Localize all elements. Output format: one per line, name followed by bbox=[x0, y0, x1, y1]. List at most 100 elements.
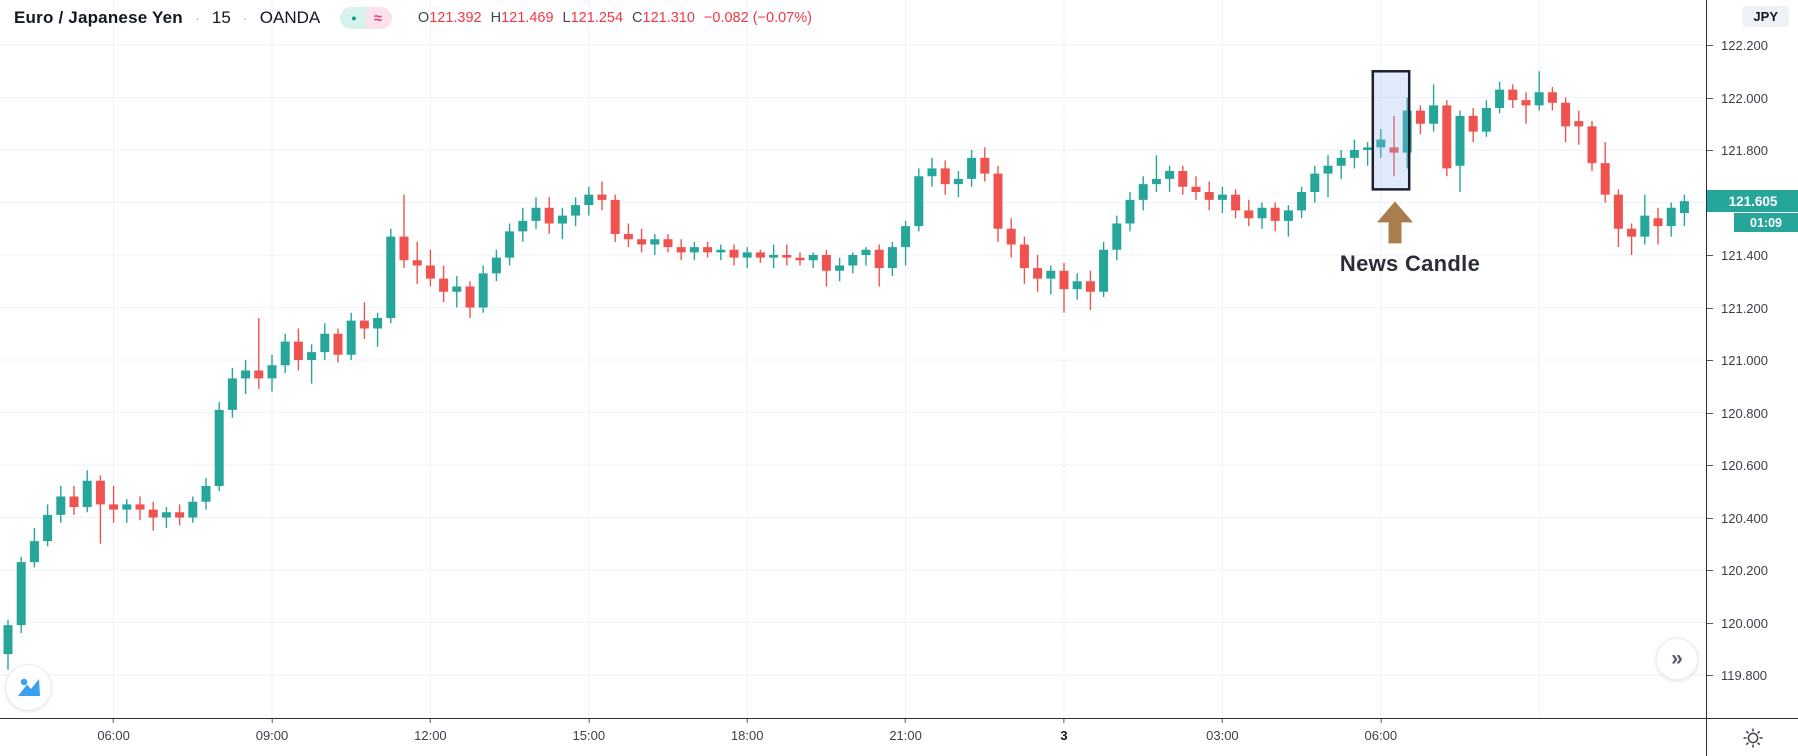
candle bbox=[386, 228, 396, 324]
news-candle-highlight-box[interactable] bbox=[1371, 70, 1411, 191]
candle bbox=[425, 249, 435, 287]
market-status-pill[interactable]: ● ≈ bbox=[340, 7, 392, 29]
candle bbox=[795, 252, 805, 266]
candle bbox=[1402, 97, 1412, 169]
high-label: H bbox=[490, 10, 502, 26]
candle bbox=[1125, 192, 1135, 232]
candle bbox=[927, 157, 937, 187]
scroll-right-button[interactable]: » bbox=[1656, 638, 1698, 680]
candle bbox=[1217, 186, 1227, 213]
candle bbox=[980, 147, 990, 182]
candle bbox=[1112, 215, 1122, 261]
candle bbox=[1666, 202, 1676, 237]
price-axis[interactable]: JPY 121.605 01:09 122.200 122.000 121.800 1… bbox=[1706, 0, 1798, 718]
up-arrow-icon[interactable] bbox=[1377, 201, 1413, 244]
candle bbox=[439, 265, 449, 303]
candle bbox=[848, 252, 858, 274]
candle bbox=[1085, 270, 1095, 311]
candle bbox=[584, 186, 594, 216]
candle bbox=[967, 150, 977, 187]
gear-icon[interactable] bbox=[1742, 727, 1764, 749]
candle bbox=[1257, 202, 1267, 229]
candle bbox=[676, 239, 686, 261]
news-candle-label[interactable]: News Candle bbox=[1339, 251, 1481, 277]
candle bbox=[610, 194, 620, 242]
separator-dot: · bbox=[242, 9, 248, 27]
time-tick-label: 09:00 bbox=[256, 719, 288, 743]
separator-dot: · bbox=[194, 9, 200, 27]
chart-canvas[interactable] bbox=[0, 0, 1706, 718]
candle bbox=[1151, 155, 1161, 192]
candle bbox=[557, 207, 567, 240]
time-tick-label: 15:00 bbox=[573, 719, 605, 743]
candle bbox=[1310, 165, 1320, 203]
candle bbox=[1006, 218, 1016, 258]
tradingview-mountain-icon bbox=[17, 678, 40, 696]
candle bbox=[16, 556, 26, 633]
candle bbox=[1019, 236, 1029, 284]
time-axis[interactable]: 06:00 09:00 12:00 15:00 18:00 21:00 3 03:00 06:0… bbox=[0, 718, 1706, 756]
candle bbox=[267, 354, 277, 392]
candle bbox=[1178, 165, 1188, 195]
candle bbox=[3, 619, 13, 670]
candle bbox=[1072, 273, 1082, 300]
tradingview-logo[interactable] bbox=[5, 664, 52, 711]
price-tick-label: 120.400 bbox=[1707, 511, 1798, 526]
candle bbox=[755, 249, 765, 263]
minds-wave-segment[interactable]: ≈ bbox=[365, 7, 392, 29]
candle bbox=[887, 241, 897, 276]
candle bbox=[201, 478, 211, 510]
currency-badge[interactable]: JPY bbox=[1742, 6, 1789, 27]
exchange-label[interactable]: OANDA bbox=[259, 8, 321, 27]
candle bbox=[241, 360, 251, 395]
candle bbox=[742, 247, 752, 269]
candle bbox=[716, 244, 726, 261]
candle bbox=[1561, 97, 1571, 143]
market-open-dot-segment[interactable]: ● bbox=[340, 7, 366, 29]
price-tick-label: 120.200 bbox=[1707, 563, 1798, 578]
candle bbox=[835, 257, 845, 282]
time-tick-label: 21:00 bbox=[889, 719, 922, 743]
open-value: 121.392 bbox=[429, 10, 482, 26]
low-value: 121.254 bbox=[570, 10, 624, 26]
candle bbox=[214, 402, 224, 492]
double-chevron-right-icon: » bbox=[1671, 647, 1683, 670]
candle bbox=[1165, 165, 1175, 192]
candle bbox=[1613, 189, 1623, 248]
candle bbox=[1455, 110, 1465, 192]
candle bbox=[1204, 181, 1214, 211]
candle bbox=[82, 470, 92, 513]
interval-label[interactable]: 15 bbox=[211, 8, 231, 27]
candle bbox=[940, 160, 950, 195]
symbol-title[interactable]: Euro / Japanese Yen bbox=[14, 8, 183, 27]
candle bbox=[531, 197, 541, 229]
candle bbox=[1627, 223, 1637, 255]
candle bbox=[1138, 176, 1148, 211]
candle bbox=[175, 504, 185, 526]
change-value: −0.082 (−0.07%) bbox=[703, 10, 812, 26]
axis-settings-cell[interactable] bbox=[1706, 718, 1798, 756]
candle bbox=[254, 318, 264, 389]
candle bbox=[1481, 100, 1491, 137]
candle bbox=[544, 197, 554, 234]
price-tick-label: 121.400 bbox=[1707, 248, 1798, 263]
price-tick-label: 120.600 bbox=[1707, 458, 1798, 473]
news-candle bbox=[1389, 115, 1399, 177]
candle bbox=[491, 249, 501, 282]
time-tick-label: 06:00 bbox=[97, 719, 130, 743]
candle bbox=[148, 501, 158, 531]
candle bbox=[782, 244, 792, 266]
candle bbox=[1600, 142, 1610, 203]
candle bbox=[571, 197, 581, 227]
candle bbox=[769, 244, 779, 269]
time-tick-label: 12:00 bbox=[414, 719, 447, 743]
candle bbox=[650, 234, 660, 255]
candle bbox=[1442, 100, 1452, 177]
bar-countdown-badge: 01:09 bbox=[1734, 213, 1798, 233]
candle bbox=[1033, 255, 1043, 292]
candle bbox=[346, 312, 356, 360]
chart-header: Euro / Japanese Yen · 15 · OANDA ● ≈ O12… bbox=[14, 7, 812, 29]
candle bbox=[109, 486, 119, 523]
candle bbox=[307, 344, 317, 384]
candle bbox=[1508, 84, 1518, 108]
